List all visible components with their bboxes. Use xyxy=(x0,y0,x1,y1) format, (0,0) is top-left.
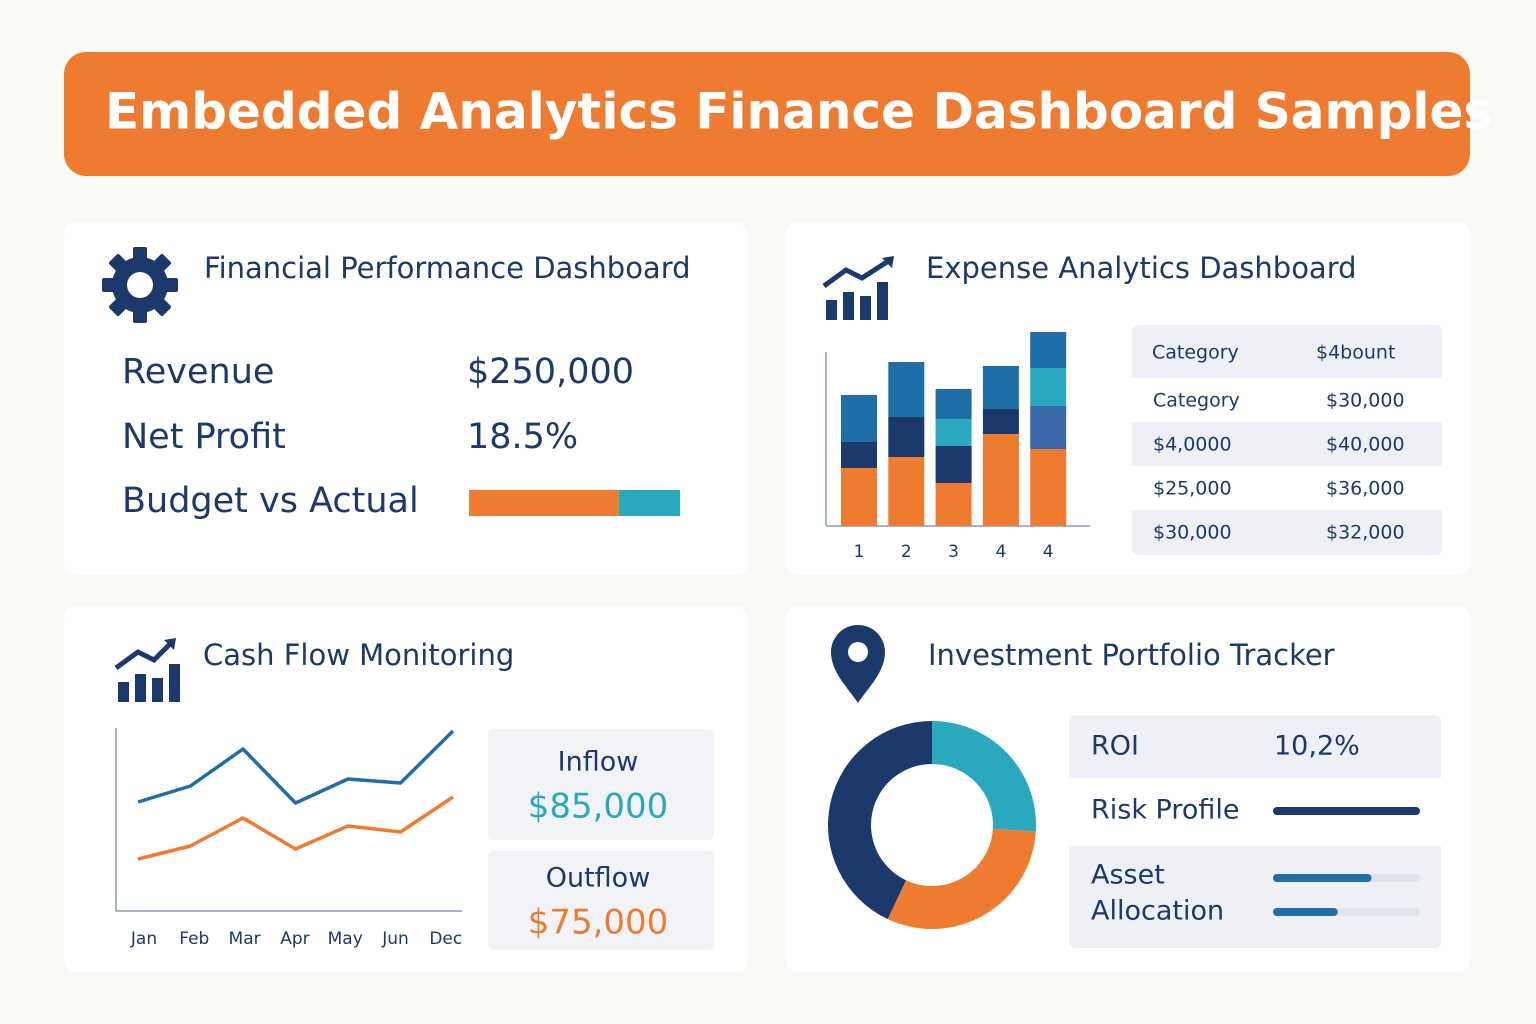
bar-segment xyxy=(982,409,1019,434)
stat-label: Outflow xyxy=(546,863,651,894)
budget-bar-segment xyxy=(469,490,619,516)
x-tick-label: Apr xyxy=(280,929,309,949)
x-tick-label: 4 xyxy=(1043,542,1054,562)
donut-slice xyxy=(932,721,1036,832)
metric-label: Net Profit xyxy=(122,417,286,457)
header-banner xyxy=(64,52,1470,176)
info-label: Allocation xyxy=(1091,896,1224,927)
bar-segment xyxy=(935,446,972,483)
page-title: Embedded Analytics Finance Dashboard Sam… xyxy=(105,83,1493,141)
x-tick-label: 2 xyxy=(901,542,912,562)
pin-icon xyxy=(831,625,885,703)
bar-segment xyxy=(1030,406,1067,449)
bar-segment xyxy=(935,389,972,419)
panel xyxy=(64,222,748,575)
allocation-bar xyxy=(1273,908,1338,916)
chart-icon xyxy=(822,256,894,320)
table-cell: $30,000 xyxy=(1326,390,1405,412)
table-cell: $25,000 xyxy=(1153,478,1232,500)
donut-slice xyxy=(887,828,1036,929)
info-value: 10,2% xyxy=(1274,731,1360,762)
x-tick-label: Feb xyxy=(179,929,209,949)
metric-value: $250,000 xyxy=(467,352,634,392)
line-series xyxy=(137,795,454,861)
x-tick-label: Jun xyxy=(381,929,409,949)
chart-icon xyxy=(114,638,180,702)
budget-bar-segment xyxy=(618,490,680,516)
x-tick-label: 1 xyxy=(854,542,865,562)
x-tick-label: May xyxy=(328,929,363,949)
stat-label: Inflow xyxy=(558,747,639,778)
table-cell: $40,000 xyxy=(1326,434,1405,456)
table-header: Category xyxy=(1152,342,1239,364)
stat-value: $85,000 xyxy=(528,787,669,827)
panel-title: Expense Analytics Dashboard xyxy=(926,251,1357,285)
bar-segment xyxy=(1030,449,1067,526)
panel-title: Cash Flow Monitoring xyxy=(203,638,514,672)
donut-slice xyxy=(828,721,932,920)
bar-segment xyxy=(888,362,925,417)
x-tick-label: Jan xyxy=(130,929,157,949)
line-series xyxy=(137,729,455,805)
bar-segment xyxy=(982,434,1019,526)
x-tick-label: 3 xyxy=(948,542,959,562)
table-header: $4bount xyxy=(1316,342,1395,364)
bar-segment xyxy=(982,366,1019,409)
bar-segment xyxy=(1030,368,1067,406)
bar-segment xyxy=(888,457,925,526)
info-label: Risk Profile xyxy=(1091,795,1240,826)
panel-title: Investment Portfolio Tracker xyxy=(928,638,1335,672)
table-cell: $32,000 xyxy=(1326,522,1405,544)
table-cell: $36,000 xyxy=(1326,478,1405,500)
x-tick-label: Dec xyxy=(429,929,462,949)
metric-label: Budget vs Actual xyxy=(122,481,419,521)
bar-segment xyxy=(935,483,972,526)
bar-segment xyxy=(1030,332,1067,368)
table-row-bg xyxy=(1132,378,1442,422)
metric-value: 18.5% xyxy=(467,417,578,457)
bar-segment xyxy=(841,468,877,526)
bar-segment xyxy=(888,417,925,457)
metric-label: Revenue xyxy=(122,352,274,392)
gear-icon xyxy=(102,247,178,323)
risk-bar xyxy=(1273,807,1420,815)
stat-box xyxy=(488,729,714,840)
bar-segment xyxy=(841,395,877,442)
stat-value: $75,000 xyxy=(528,903,669,943)
bar-segment xyxy=(841,442,877,468)
x-tick-label: 4 xyxy=(995,542,1006,562)
table-cell: $30,000 xyxy=(1153,522,1232,544)
info-label: ROI xyxy=(1091,731,1139,762)
table-cell: Category xyxy=(1153,390,1240,412)
bar-segment xyxy=(935,419,972,446)
panel-title: Financial Performance Dashboard xyxy=(204,251,691,285)
stat-box xyxy=(488,851,714,950)
table-row-bg xyxy=(1132,466,1442,510)
allocation-bar xyxy=(1273,874,1372,882)
x-tick-label: Mar xyxy=(229,929,261,949)
info-label: Asset xyxy=(1091,860,1165,891)
table-cell: $4,0000 xyxy=(1153,434,1232,456)
